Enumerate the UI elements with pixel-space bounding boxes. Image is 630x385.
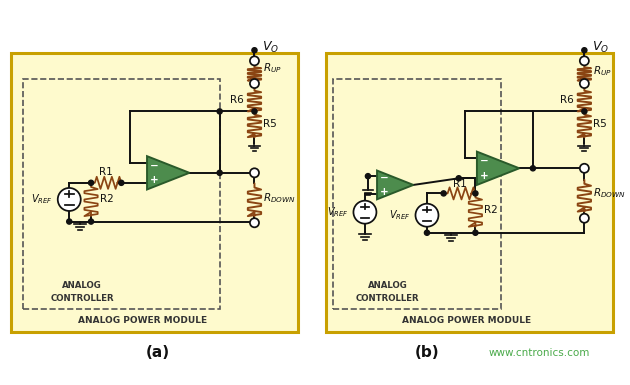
- Circle shape: [67, 219, 72, 224]
- Circle shape: [217, 109, 222, 114]
- Text: R2: R2: [484, 205, 498, 215]
- Circle shape: [580, 56, 589, 65]
- Text: ANALOG POWER MODULE: ANALOG POWER MODULE: [78, 316, 207, 325]
- Circle shape: [473, 230, 478, 235]
- Text: (b): (b): [415, 345, 439, 360]
- Circle shape: [353, 201, 377, 224]
- Text: +: +: [150, 175, 159, 185]
- Circle shape: [217, 170, 222, 176]
- Circle shape: [88, 219, 94, 224]
- FancyBboxPatch shape: [326, 53, 613, 332]
- Text: ANALOG
CONTROLLER: ANALOG CONTROLLER: [356, 281, 420, 303]
- Text: R2: R2: [100, 194, 113, 204]
- Text: −: −: [381, 172, 389, 182]
- Circle shape: [252, 48, 257, 53]
- Circle shape: [581, 48, 587, 53]
- Text: $R_{DOWN}$: $R_{DOWN}$: [593, 186, 626, 200]
- Circle shape: [425, 230, 430, 235]
- Circle shape: [365, 174, 370, 179]
- Circle shape: [250, 218, 259, 227]
- Circle shape: [456, 176, 461, 181]
- Text: $V_O$: $V_O$: [262, 40, 279, 55]
- Text: −: −: [150, 161, 159, 171]
- Text: $V_{REF}$: $V_{REF}$: [389, 208, 410, 222]
- Text: R5: R5: [263, 119, 277, 129]
- Text: +: +: [381, 187, 389, 197]
- Circle shape: [250, 56, 259, 65]
- Polygon shape: [147, 156, 190, 189]
- Text: $R_{UP}$: $R_{UP}$: [593, 64, 612, 78]
- Circle shape: [250, 168, 259, 177]
- Circle shape: [441, 191, 446, 196]
- Text: $R_{DOWN}$: $R_{DOWN}$: [263, 191, 296, 205]
- Text: $V_O$: $V_O$: [592, 40, 609, 55]
- Text: R1: R1: [452, 179, 466, 189]
- Circle shape: [581, 109, 587, 114]
- Circle shape: [252, 109, 257, 114]
- Text: ANALOG
CONTROLLER: ANALOG CONTROLLER: [50, 281, 114, 303]
- Circle shape: [473, 191, 478, 196]
- Circle shape: [88, 180, 94, 186]
- Text: $V_{REF}$: $V_{REF}$: [326, 205, 348, 219]
- Polygon shape: [377, 171, 413, 199]
- Circle shape: [580, 79, 589, 88]
- Text: R6: R6: [560, 95, 574, 105]
- Circle shape: [580, 164, 589, 173]
- Text: www.cntronics.com: www.cntronics.com: [488, 348, 590, 358]
- Text: R6: R6: [230, 95, 244, 105]
- Polygon shape: [477, 152, 519, 185]
- FancyBboxPatch shape: [11, 53, 299, 332]
- Circle shape: [250, 79, 259, 88]
- Text: +: +: [480, 171, 489, 181]
- Circle shape: [58, 188, 81, 211]
- Text: $R_{UP}$: $R_{UP}$: [263, 62, 282, 75]
- Circle shape: [530, 166, 536, 171]
- Text: −: −: [480, 156, 489, 166]
- Text: $V_{REF}$: $V_{REF}$: [31, 192, 52, 206]
- Text: R5: R5: [593, 119, 607, 129]
- Circle shape: [118, 180, 124, 186]
- Text: ANALOG POWER MODULE: ANALOG POWER MODULE: [402, 316, 531, 325]
- Circle shape: [580, 214, 589, 223]
- Circle shape: [415, 204, 438, 227]
- Text: R1: R1: [100, 167, 113, 177]
- Text: (a): (a): [146, 345, 169, 360]
